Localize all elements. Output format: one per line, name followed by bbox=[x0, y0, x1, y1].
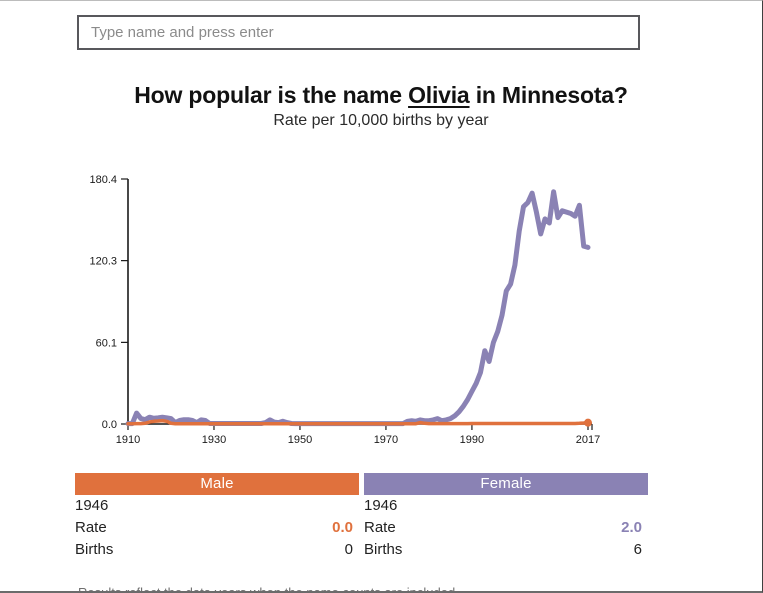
female-births-row: Births 6 bbox=[364, 539, 648, 561]
page-title: How popular is the name Olivia in Minnes… bbox=[0, 82, 762, 109]
svg-text:120.3: 120.3 bbox=[89, 256, 117, 268]
svg-text:0.0: 0.0 bbox=[102, 419, 117, 431]
male-births-value: 0 bbox=[344, 541, 353, 558]
male-card: Male 1946 Rate 0.0 Births 0 bbox=[75, 473, 359, 561]
rate-chart: 0.0 60.1 120.3 180.4 1910 1930 1950 1970 1990 201… bbox=[89, 174, 600, 446]
female-births-value: 6 bbox=[633, 541, 642, 558]
female-year-row: 1946 bbox=[364, 495, 648, 517]
male-card-header: Male bbox=[75, 473, 359, 495]
footnote: Results reflect the data years when the … bbox=[78, 585, 456, 593]
svg-text:60.1: 60.1 bbox=[96, 337, 117, 349]
svg-text:180.4: 180.4 bbox=[89, 174, 117, 186]
page-title-name: Olivia bbox=[408, 82, 470, 108]
female-year-value: 1946 bbox=[364, 497, 398, 514]
male-rate-row: Rate 0.0 bbox=[75, 517, 359, 539]
female-card-header: Female bbox=[364, 473, 648, 495]
svg-text:1970: 1970 bbox=[374, 434, 398, 446]
svg-text:1990: 1990 bbox=[460, 434, 484, 446]
female-rate-label: Rate bbox=[364, 519, 396, 536]
male-card-label: Male bbox=[200, 475, 234, 492]
page-title-prefix: How popular is the name bbox=[134, 82, 409, 108]
female-rate-value: 2.0 bbox=[621, 519, 642, 536]
male-year-value: 1946 bbox=[75, 497, 109, 514]
page-title-suffix: in Minnesota? bbox=[469, 82, 628, 108]
male-rate-value: 0.0 bbox=[332, 519, 353, 536]
svg-text:2017: 2017 bbox=[576, 434, 600, 446]
search-input[interactable] bbox=[77, 15, 640, 50]
page-subtitle: Rate per 10,000 births by year bbox=[273, 112, 489, 129]
female-births-label: Births bbox=[364, 541, 403, 558]
male-births-label: Births bbox=[75, 541, 114, 558]
svg-text:1950: 1950 bbox=[288, 434, 312, 446]
male-year-row: 1946 bbox=[75, 495, 359, 517]
svg-text:1930: 1930 bbox=[202, 434, 226, 446]
female-rate-row: Rate 2.0 bbox=[364, 517, 648, 539]
svg-text:1910: 1910 bbox=[116, 434, 140, 446]
male-rate-label: Rate bbox=[75, 519, 107, 536]
male-births-row: Births 0 bbox=[75, 539, 359, 561]
female-card-label: Female bbox=[480, 475, 532, 492]
female-card: Female 1946 Rate 2.0 Births 6 bbox=[364, 473, 648, 561]
gender-cards: Male 1946 Rate 0.0 Births 0 Female 1946 … bbox=[75, 473, 648, 561]
